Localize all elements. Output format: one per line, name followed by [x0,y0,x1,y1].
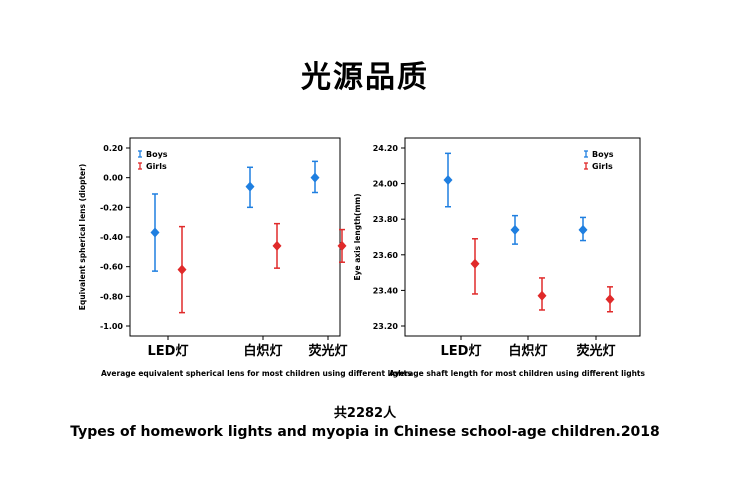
y-tick-label: 0.00 [103,174,123,183]
x-category-label: 白炽灯 [508,343,547,359]
chart-spherical-lens: 0.20 0.00 -0.20 -0.40 -0.60 -0.80 -1.00 Equival… [78,137,412,378]
x-category-label: 白炽灯 [243,343,282,359]
boys-mean-marker [578,224,588,235]
x-category-label: LED灯 [441,343,482,359]
y-tick-label: 0.20 [103,144,123,153]
girls-mean-marker [470,258,480,269]
girls-mean-marker [272,240,282,251]
y-tick-label: 23.80 [373,215,399,224]
x-category-label: 荧光灯 [308,343,347,359]
figure-caption: Types of homework lights and myopia in C… [70,424,660,440]
girls-mean-marker [537,290,547,301]
y-tick-label: -0.60 [100,263,123,272]
y-tick-label: 23.40 [373,286,399,295]
x-category-label: LED灯 [148,343,189,359]
x-category-label: 荧光灯 [576,343,615,359]
y-tick-label: 23.60 [373,251,399,260]
chart-eye-axis-length: 24.20 24.00 23.80 23.60 23.40 23.20 Eye axis l… [353,137,645,378]
girls-mean-marker [177,264,187,275]
plot-frame [404,137,641,337]
y-tick-label: -0.20 [100,203,123,212]
girls-mean-marker [337,240,347,251]
y-axis-label: Equivalent spherical lens (diopter) [78,164,87,311]
legend-label: Girls [146,162,167,171]
y-tick-label: -0.80 [100,292,123,301]
legend-label: Boys [592,150,614,159]
boys-mean-marker [245,181,255,192]
girls-mean-marker [605,294,615,305]
y-tick-label: 24.20 [373,144,399,153]
legend-label: Boys [146,150,168,159]
chart-caption: Average shaft length for most children u… [389,369,645,378]
boys-mean-marker [510,224,520,235]
boys-mean-marker [150,227,160,238]
y-tick-label: 24.00 [373,180,399,189]
chart-caption: Average equivalent spherical lens for mo… [101,369,412,378]
legend-label: Girls [592,162,613,171]
y-tick-label: -0.40 [100,233,123,242]
y-tick-label: 23.20 [373,322,399,331]
y-tick-label: -1.00 [100,322,123,331]
boys-mean-marker [310,172,320,183]
page-title: 光源品质 [301,60,429,95]
boys-mean-marker [443,175,453,186]
y-axis-label: Eye axis length(mm) [353,193,362,280]
sample-count: 共2282人 [333,406,397,421]
